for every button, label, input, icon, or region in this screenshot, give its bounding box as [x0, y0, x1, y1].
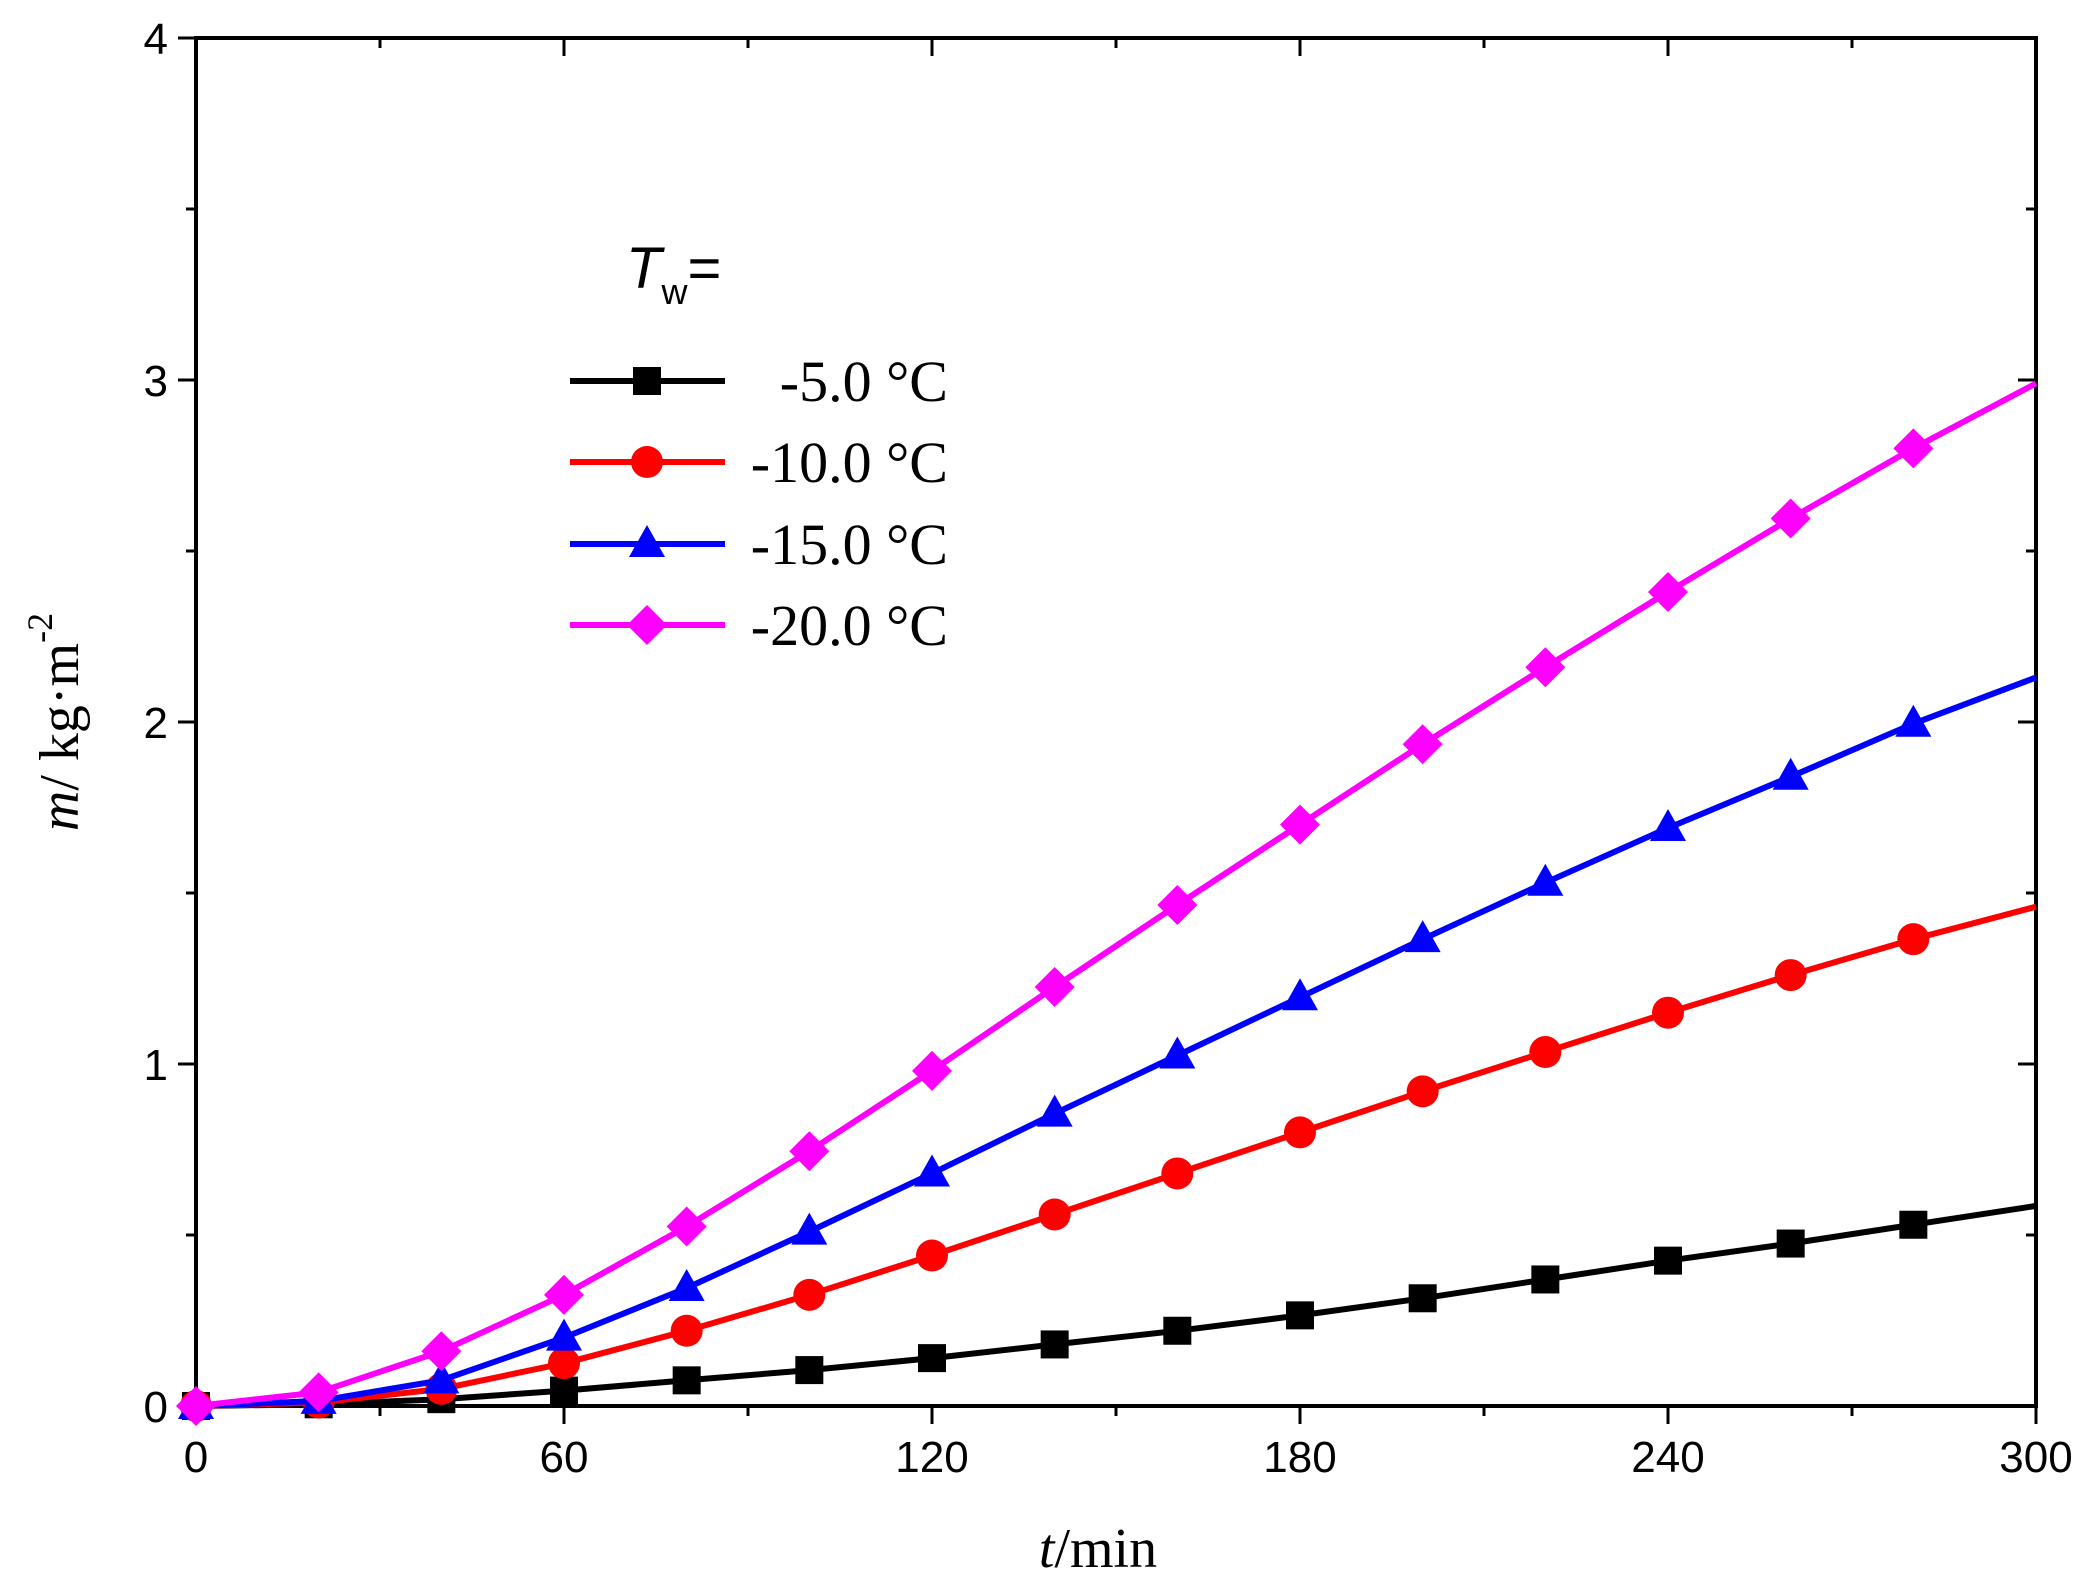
- x-axis-label-italic: t: [1039, 1518, 1056, 1580]
- data-point: [1529, 1036, 1562, 1069]
- data-point: [1531, 1265, 1560, 1294]
- data-point: [548, 1347, 580, 1380]
- legend-title-suffix: =: [687, 236, 721, 301]
- data-point: [916, 1239, 948, 1272]
- data-point: [1527, 863, 1564, 896]
- data-point: [918, 1344, 946, 1373]
- legend-marker: [633, 367, 661, 395]
- data-point: [1772, 757, 1809, 790]
- data-point: [1280, 804, 1320, 845]
- y-tick-label: 2: [144, 699, 168, 748]
- data-point: [1404, 920, 1441, 953]
- data-point: [912, 1050, 952, 1091]
- data-point: [1038, 1198, 1071, 1231]
- data-point: [1402, 724, 1443, 765]
- data-point: [1899, 1210, 1928, 1239]
- series-3: [178, 674, 2038, 1419]
- plot-frame: [194, 36, 2038, 1408]
- y-axis-label: m/ kg·m-2: [20, 613, 91, 831]
- legend: Tw= -5.0 °C -10.0 °C -15.0 °C -20.0 °C: [570, 236, 948, 658]
- legend-title-main: T: [626, 236, 665, 301]
- data-point: [1040, 1330, 1069, 1359]
- data-point: [1525, 647, 1566, 688]
- legend-entry-2: -10.0 °C: [570, 430, 948, 495]
- series-layer: [176, 380, 2038, 1426]
- data-point: [1654, 1246, 1682, 1275]
- data-point: [1286, 1301, 1314, 1330]
- legend-title: Tw=: [626, 236, 721, 312]
- legend-entry-4: -20.0 °C: [570, 593, 948, 658]
- series-line: [195, 674, 2038, 1409]
- data-point: [1648, 572, 1688, 613]
- data-point: [1770, 498, 1811, 539]
- legend-title-sub: w: [660, 271, 688, 312]
- data-point: [1161, 1157, 1194, 1190]
- data-point: [1652, 996, 1684, 1029]
- data-point: [423, 1361, 460, 1394]
- data-point: [1893, 428, 1934, 469]
- data-point: [421, 1331, 462, 1372]
- series-4: [176, 380, 2038, 1426]
- y-tick-label: 0: [144, 1383, 168, 1432]
- data-point: [914, 1154, 950, 1187]
- data-point: [176, 1386, 216, 1426]
- data-point: [1408, 1284, 1437, 1313]
- x-tick-label: 180: [1263, 1433, 1336, 1482]
- data-point: [1284, 1116, 1316, 1149]
- y-tick-label: 3: [144, 357, 168, 406]
- data-point: [298, 1372, 339, 1413]
- data-point: [1034, 967, 1075, 1008]
- series-line: [195, 903, 2037, 1409]
- legend-marker: [629, 525, 665, 557]
- legend-label: -5.0 °C: [780, 349, 948, 414]
- y-axis-label-sup: -2: [20, 613, 60, 643]
- x-tick-label: 240: [1631, 1433, 1704, 1482]
- legend-label: -20.0 °C: [751, 593, 948, 658]
- x-axis-label-rest: /min: [1054, 1518, 1157, 1580]
- legend-label: -10.0 °C: [751, 430, 948, 495]
- x-tick-label: 300: [1999, 1433, 2072, 1482]
- axis-ticks: 0 60 120 180 240 300 0 1 2 3 4: [144, 15, 2073, 1482]
- data-point: [1897, 923, 1930, 956]
- data-point: [1774, 959, 1807, 992]
- data-point: [666, 1206, 707, 1247]
- data-point: [793, 1278, 826, 1311]
- legend-marker: [627, 605, 667, 645]
- legend-entry-3: -15.0 °C: [570, 512, 948, 577]
- data-point: [791, 1212, 828, 1245]
- data-point: [670, 1314, 703, 1347]
- series-line: [195, 380, 2038, 1409]
- data-point: [1159, 1036, 1196, 1069]
- y-tick-label: 1: [144, 1041, 168, 1090]
- legend-marker: [631, 446, 663, 478]
- series-line: [195, 1202, 2037, 1409]
- data-point: [544, 1274, 584, 1315]
- x-tick-label: 60: [540, 1433, 589, 1482]
- data-point: [1650, 809, 1686, 842]
- y-axis-label-italic: m: [29, 791, 91, 831]
- x-tick-label: 120: [895, 1433, 968, 1482]
- legend-label: -15.0 °C: [751, 512, 948, 577]
- data-point: [672, 1366, 701, 1395]
- data-point: [668, 1269, 705, 1302]
- data-point: [1776, 1229, 1805, 1258]
- data-point: [789, 1131, 830, 1172]
- data-point: [1036, 1094, 1073, 1127]
- x-tick-label: 0: [184, 1433, 208, 1482]
- data-point: [550, 1376, 578, 1405]
- legend-entry-1: -5.0 °C: [570, 349, 948, 414]
- x-axis-label: t/min: [1039, 1518, 1157, 1580]
- y-tick-label: 4: [144, 15, 168, 64]
- data-point: [1282, 978, 1318, 1011]
- data-point: [1157, 884, 1198, 925]
- data-point: [1163, 1316, 1192, 1345]
- data-point: [795, 1356, 824, 1385]
- y-axis-label-rest: / kg·m: [29, 643, 91, 791]
- data-point: [1895, 704, 1932, 737]
- data-point: [546, 1318, 582, 1351]
- data-point: [1406, 1075, 1439, 1108]
